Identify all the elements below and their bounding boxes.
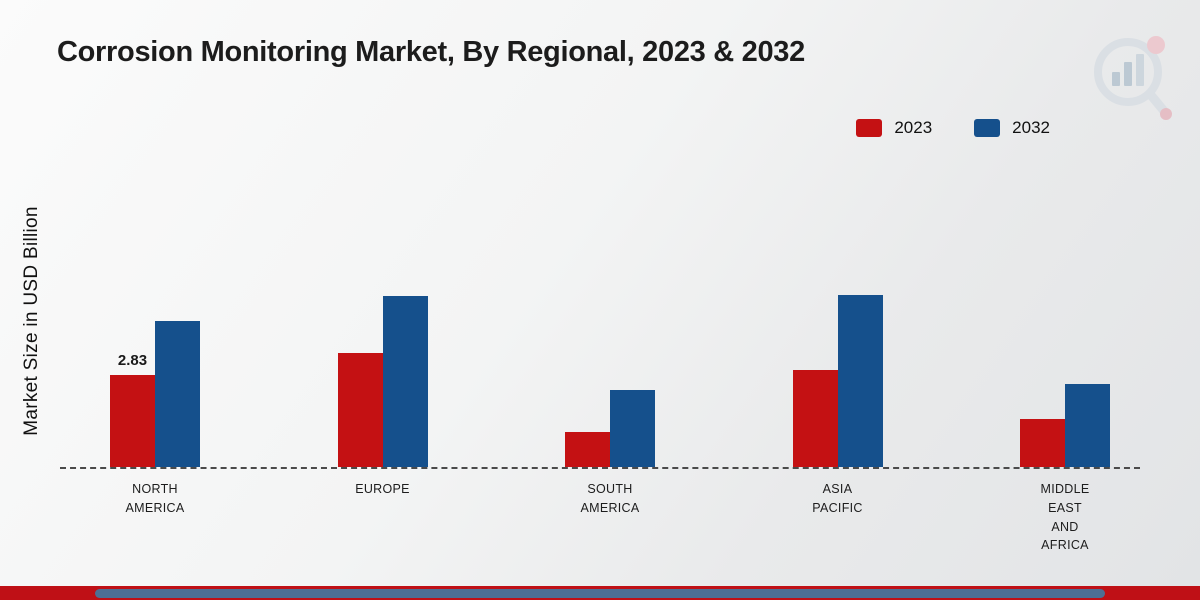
chart-title: Corrosion Monitoring Market, By Regional…: [57, 36, 805, 68]
mrfr-logo: [1082, 28, 1182, 125]
bar-2023-north-america: [110, 375, 155, 467]
bar-2023-south-america: [565, 432, 610, 467]
mrfr-logo-icon: [1094, 36, 1172, 120]
bar-value-label: 2.83: [117, 352, 148, 369]
bar-2032-north-america: [155, 321, 200, 467]
bar-2023-middle-east-and-africa: [1020, 419, 1065, 467]
bar-2032-middle-east-and-africa: [1065, 384, 1110, 467]
legend-item-2032: 2032: [974, 118, 1050, 138]
legend-label-2023: 2023: [894, 118, 933, 137]
x-axis-label-middle-east-and-africa: MIDDLE EAST AND AFRICA: [1040, 482, 1090, 553]
x-axis-baseline: [60, 467, 1140, 469]
legend-swatch-2032: [974, 119, 1001, 137]
bar-2032-europe: [382, 296, 428, 467]
legend-item-2023: 2023: [856, 118, 932, 138]
footer-blue-bar: [95, 589, 1105, 598]
bar-2023-asia-pacific: [792, 370, 838, 467]
bar-2032-asia-pacific: [837, 295, 883, 467]
bar-2032-south-america: [610, 390, 655, 467]
legend-label-2032: 2032: [1012, 118, 1050, 137]
legend: 2023 2032: [856, 118, 1050, 138]
x-axis-label-north-america: NORTH AMERICA: [125, 482, 185, 515]
x-axis-label-asia-pacific: ASIA PACIFIC: [812, 482, 863, 515]
x-axis-label-south-america: SOUTH AMERICA: [580, 482, 640, 515]
bar-2023-europe: [337, 353, 383, 467]
legend-swatch-2023: [856, 119, 883, 137]
x-axis-label-europe: EUROPE: [355, 482, 410, 496]
